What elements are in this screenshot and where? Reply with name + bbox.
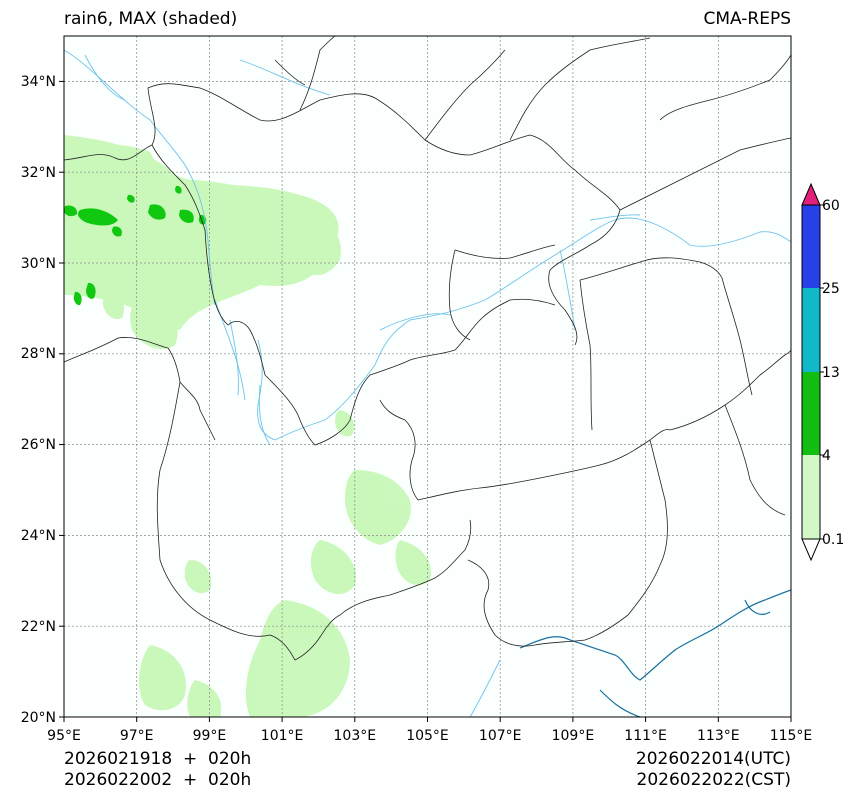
x-tick-label: 107°E (479, 728, 522, 744)
x-tick-label: 105°E (406, 728, 449, 744)
colorbar-label: 60 (822, 198, 840, 214)
model-name: CMA-REPS (703, 9, 791, 29)
x-tick-label: 99°E (193, 728, 227, 744)
graticule (64, 36, 791, 717)
colorbar-over-arrow (801, 182, 821, 206)
x-axis (63, 717, 792, 722)
init-time-info: 2026021918 + 020h 2026022002 + 020h (64, 749, 251, 791)
colorbar-label: 13 (822, 365, 840, 381)
rain-shading-moderate (64, 185, 207, 306)
init-time-cst: 2026022002 + 020h (64, 770, 252, 790)
rain-shading-light (64, 135, 431, 717)
x-tick-label: 113°E (697, 728, 740, 744)
y-tick-labels: 20°N 22°N 24°N 26°N 28°N 30°N 32°N 34°N (21, 74, 56, 726)
colorbar-segment (802, 455, 820, 539)
colorbar-label: 0.1 (822, 532, 844, 548)
y-tick-label: 24°N (21, 528, 56, 544)
y-axis (59, 80, 64, 718)
x-tick-label: 115°E (770, 728, 813, 744)
y-tick-label: 30°N (21, 256, 56, 272)
y-tick-label: 28°N (21, 346, 56, 362)
y-tick-label: 20°N (21, 710, 56, 726)
y-tick-label: 34°N (21, 74, 56, 90)
colorbar-label: 4 (822, 448, 831, 464)
province-borders (64, 36, 791, 661)
map-title: rain6, MAX (shaded) (64, 9, 238, 29)
colorbar-segment (802, 288, 820, 372)
x-tick-labels: 95°E 97°E 99°E 101°E 103°E 105°E 107°E 1… (47, 728, 812, 744)
y-tick-label: 26°N (21, 437, 56, 453)
x-tick-label: 103°E (334, 728, 377, 744)
y-tick-label: 32°N (21, 165, 56, 181)
valid-time-cst: 2026022022(CST) (636, 770, 791, 790)
colorbar-segment (802, 205, 820, 288)
x-tick-label: 97°E (120, 728, 154, 744)
rivers (64, 49, 791, 717)
colorbar-under-arrow (801, 538, 821, 562)
colorbar-label: 25 (822, 281, 840, 297)
y-tick-label: 22°N (21, 619, 56, 635)
colorbar: 0.1 4 13 25 60 (801, 182, 844, 562)
init-time-utc: 2026021918 + 020h (64, 749, 252, 769)
x-tick-label: 101°E (261, 728, 304, 744)
x-tick-label: 111°E (624, 728, 667, 744)
colorbar-segment (802, 372, 820, 455)
x-tick-label: 109°E (552, 728, 595, 744)
x-tick-label: 95°E (47, 728, 81, 744)
valid-time-utc: 2026022014(UTC) (635, 749, 791, 769)
valid-time-info: 2026022014(UTC) 2026022022(CST) (636, 749, 791, 791)
